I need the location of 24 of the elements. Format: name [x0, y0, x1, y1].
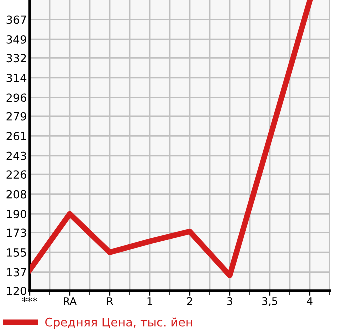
y-tick-label: 314	[6, 74, 27, 82]
y-tick-label: 208	[6, 190, 26, 199]
y-tick-label: 332	[6, 54, 26, 63]
y-tick-label: 279	[6, 112, 26, 121]
y-tick-label: 120	[7, 286, 26, 296]
y-tick-label: 226	[6, 170, 27, 179]
y-tick-label: 349	[6, 36, 26, 44]
x-tick-label: 4	[307, 298, 313, 306]
x-tick-label: 3,5	[262, 297, 278, 306]
y-tick-label: 190	[7, 210, 26, 219]
y-tick-label: 261	[6, 132, 26, 141]
x-tick-label: 3	[227, 297, 232, 306]
y-tick-label: 155	[7, 248, 26, 257]
x-tick-label: R	[107, 298, 114, 306]
x-tick-label: RA	[64, 298, 77, 306]
legend-label: Средняя Цена, тыс. йен	[46, 318, 192, 330]
y-tick-label: 296	[6, 94, 27, 102]
x-tick-label: 1	[148, 298, 152, 306]
y-tick-label: 367	[6, 16, 26, 24]
y-tick-label: 173	[7, 228, 26, 238]
x-tick-label: ***	[22, 297, 38, 302]
x-tick-label: 2	[187, 297, 192, 306]
y-tick-label: 137	[7, 268, 26, 277]
y-tick-label: 243	[6, 152, 26, 160]
